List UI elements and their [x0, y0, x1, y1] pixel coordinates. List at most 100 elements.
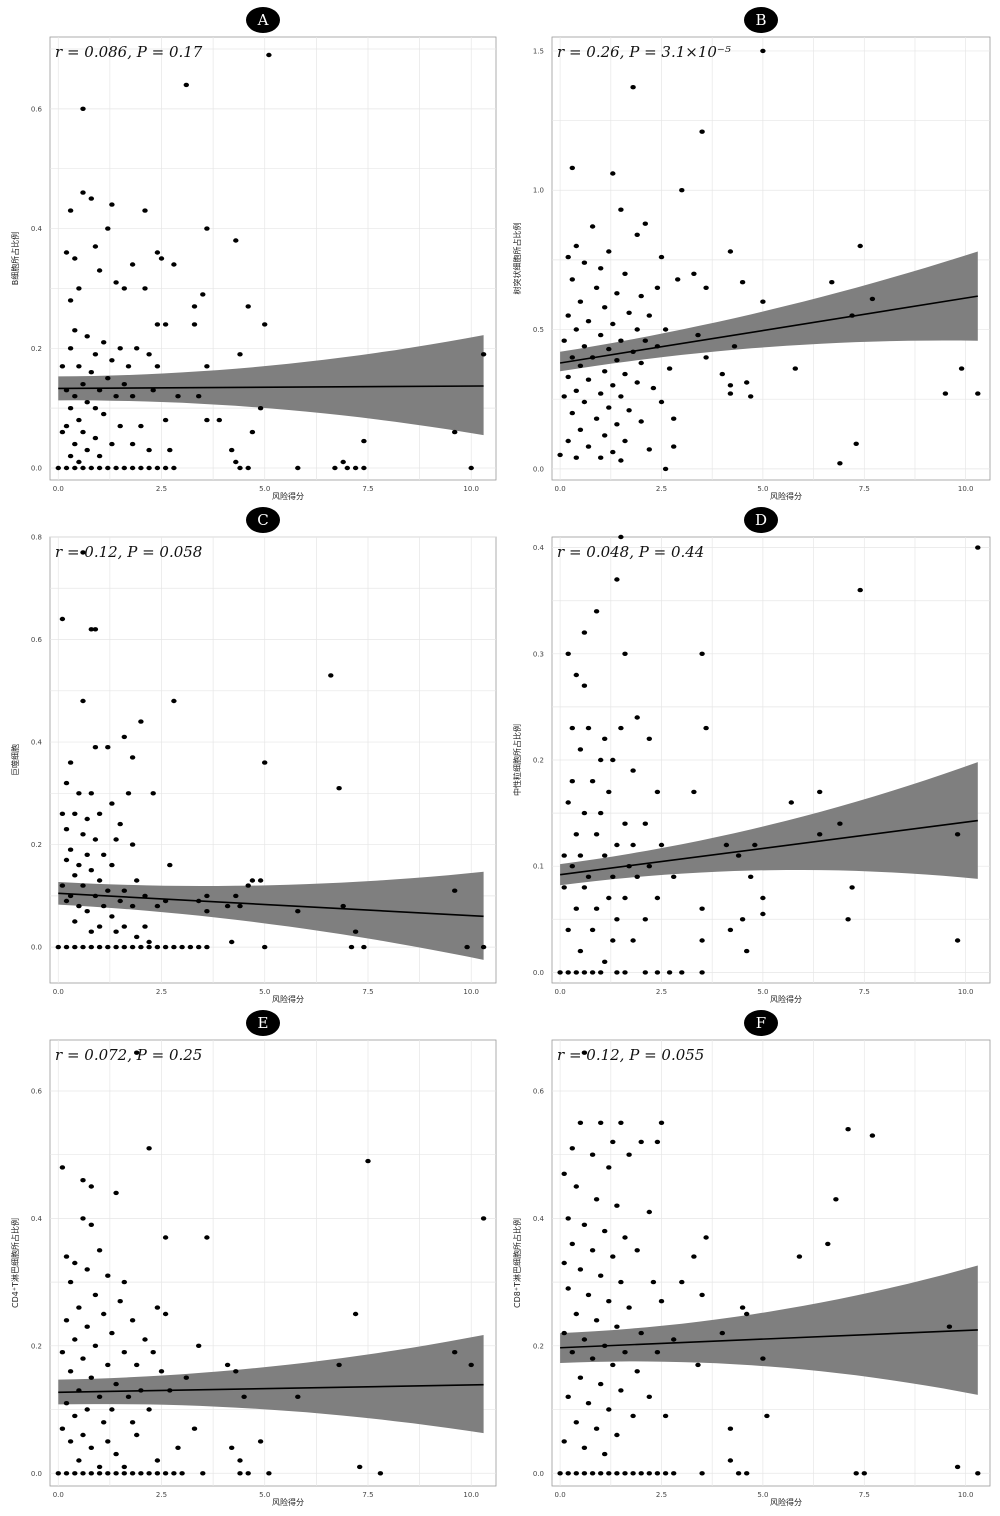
data-point	[602, 959, 608, 964]
data-point	[622, 1471, 628, 1476]
data-point	[691, 1254, 697, 1259]
data-point	[162, 1311, 169, 1317]
data-point	[196, 944, 202, 950]
panel-badge-letter: C	[257, 511, 268, 529]
data-point	[96, 1471, 103, 1476]
data-point	[138, 719, 144, 724]
data-point	[744, 948, 750, 954]
x-tick-label: 7.5	[362, 485, 373, 493]
y-tick-label: 0.6	[533, 1087, 545, 1095]
data-point	[105, 1273, 111, 1278]
data-point	[154, 1471, 161, 1476]
data-point	[622, 970, 628, 975]
data-point	[792, 366, 798, 371]
data-point	[581, 1471, 588, 1476]
data-point	[158, 1369, 165, 1374]
data-point	[101, 411, 107, 417]
data-point	[80, 465, 86, 471]
data-point	[561, 338, 567, 343]
y-tick-label: 0.2	[533, 1342, 544, 1350]
data-point	[92, 435, 99, 441]
data-point	[129, 1420, 136, 1425]
data-point	[146, 944, 152, 950]
data-point	[577, 1375, 584, 1380]
data-point	[654, 1471, 661, 1476]
data-point	[589, 1248, 596, 1253]
data-point	[101, 852, 107, 857]
data-point	[134, 346, 140, 351]
data-point	[569, 864, 575, 869]
data-point	[150, 791, 156, 796]
data-point	[581, 260, 588, 265]
x-tick-label: 2.5	[156, 1491, 167, 1499]
data-point	[113, 280, 119, 285]
data-point	[630, 768, 636, 773]
regression-line	[58, 385, 484, 390]
data-point	[377, 1471, 384, 1476]
x-axis-label: 风险得分	[272, 994, 304, 1004]
x-tick-label: 2.5	[656, 485, 667, 493]
y-axis-label: 巨噬细胞	[10, 744, 20, 776]
data-point	[117, 1299, 123, 1304]
panel-badge	[744, 7, 778, 33]
panel-badge	[246, 507, 280, 533]
data-point	[468, 465, 474, 471]
data-point	[80, 1356, 86, 1361]
data-point	[589, 1471, 596, 1476]
data-point	[332, 465, 338, 471]
data-point	[748, 874, 754, 879]
data-point	[662, 466, 669, 472]
data-point	[113, 394, 119, 399]
data-point	[869, 1133, 876, 1138]
x-axis-label: 风险得分	[272, 491, 304, 501]
confidence-band	[58, 1335, 484, 1434]
data-point	[606, 895, 612, 901]
data-point	[946, 1324, 953, 1329]
data-point	[727, 391, 734, 396]
data-point	[92, 837, 99, 842]
data-point	[565, 800, 571, 805]
data-point	[204, 944, 210, 950]
x-tick-label: 5.0	[259, 485, 270, 493]
data-point	[84, 1407, 90, 1412]
data-point	[191, 1426, 198, 1431]
panel-b: 0.0 2.5 5.0 7.5 10.0 0.0 0.5 1.0 1.5 风险得分 树突状细胞所占比…	[512, 7, 991, 501]
data-point	[634, 1248, 640, 1253]
data-point	[626, 408, 632, 413]
data-point	[744, 1311, 750, 1317]
data-point	[80, 1216, 86, 1221]
data-point	[565, 651, 571, 656]
data-point	[121, 924, 128, 929]
data-point	[622, 1235, 628, 1240]
data-point	[63, 423, 70, 429]
data-point	[796, 1254, 803, 1259]
data-point	[67, 406, 74, 411]
data-point	[610, 757, 616, 763]
data-point	[614, 422, 620, 427]
data-point	[67, 208, 74, 213]
data-point	[975, 1471, 981, 1476]
data-point	[92, 406, 99, 411]
data-point	[662, 1471, 669, 1476]
data-point	[72, 1260, 78, 1266]
y-axis-label: CD4⁺T淋巴细胞所占比例	[10, 1218, 20, 1308]
data-point	[96, 1464, 103, 1470]
data-point	[92, 1292, 99, 1298]
data-point	[59, 883, 66, 888]
data-point	[735, 853, 742, 858]
data-point	[171, 262, 177, 267]
data-point	[837, 821, 843, 826]
data-point	[63, 1471, 70, 1476]
data-point	[295, 465, 301, 471]
data-point	[650, 385, 657, 391]
data-point	[598, 1381, 604, 1387]
data-point	[72, 465, 78, 471]
data-point	[569, 165, 575, 171]
y-tick-label: 0.4	[31, 1215, 43, 1223]
data-point	[76, 862, 82, 868]
data-point	[67, 760, 74, 765]
data-point	[105, 745, 111, 750]
data-point	[585, 874, 592, 879]
data-point	[602, 1228, 608, 1234]
data-point	[125, 1394, 132, 1400]
